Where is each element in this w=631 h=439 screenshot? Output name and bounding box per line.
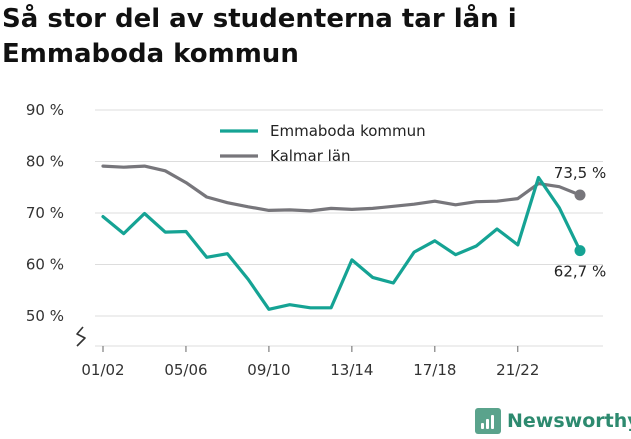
end-label-kalmar: 73,5 % — [554, 164, 606, 182]
y-tick-label: 60 % — [26, 256, 64, 274]
y-tick-label: 50 % — [26, 307, 64, 325]
end-point-marker — [574, 245, 586, 257]
x-tick-label: 09/10 — [247, 361, 290, 379]
brand-name: Newsworthy — [507, 410, 631, 432]
data-labels: 73,5 % 62,7 % — [554, 164, 606, 281]
series-lines — [101, 164, 586, 311]
x-tick-label: 01/02 — [81, 361, 124, 379]
x-tick-label: 13/14 — [330, 361, 373, 379]
legend-label: Emmaboda kommun — [270, 122, 426, 140]
chart-title-line-1: Så stor del av studenterna tar lån i — [2, 4, 517, 34]
axes: 50 % 60 % 70 % 80 % 90 % 01/02 05/06 09/10 13/14… — [26, 101, 603, 379]
newsworthy-logo: Newsworthy — [475, 406, 631, 436]
chart-title: Så stor del av studenterna tar lån i Emm… — [2, 2, 622, 72]
legend: Emmaboda kommun Kalmar län — [220, 122, 426, 165]
end-point-marker — [574, 189, 586, 201]
axis-break-icon — [76, 326, 86, 347]
x-tick-label: 17/18 — [413, 361, 456, 379]
x-tick-label: 05/06 — [164, 361, 207, 379]
line-chart: 50 % 60 % 70 % 80 % 90 % 01/02 05/06 09/10 13/14… — [26, 101, 606, 379]
x-tick-label: 21/22 — [496, 361, 539, 379]
series-line-kalmar-län — [101, 164, 582, 213]
newsworthy-icon — [475, 408, 501, 434]
legend-label: Kalmar län — [270, 147, 351, 165]
y-tick-label: 80 % — [26, 153, 64, 171]
gridlines — [95, 109, 603, 317]
y-tick-label: 70 % — [26, 204, 64, 222]
series-line-emmaboda-kommun — [101, 175, 582, 311]
y-tick-label: 90 % — [26, 101, 64, 119]
end-label-emmaboda: 62,7 % — [554, 263, 606, 281]
chart-title-line-2: Emmaboda kommun — [2, 39, 299, 69]
